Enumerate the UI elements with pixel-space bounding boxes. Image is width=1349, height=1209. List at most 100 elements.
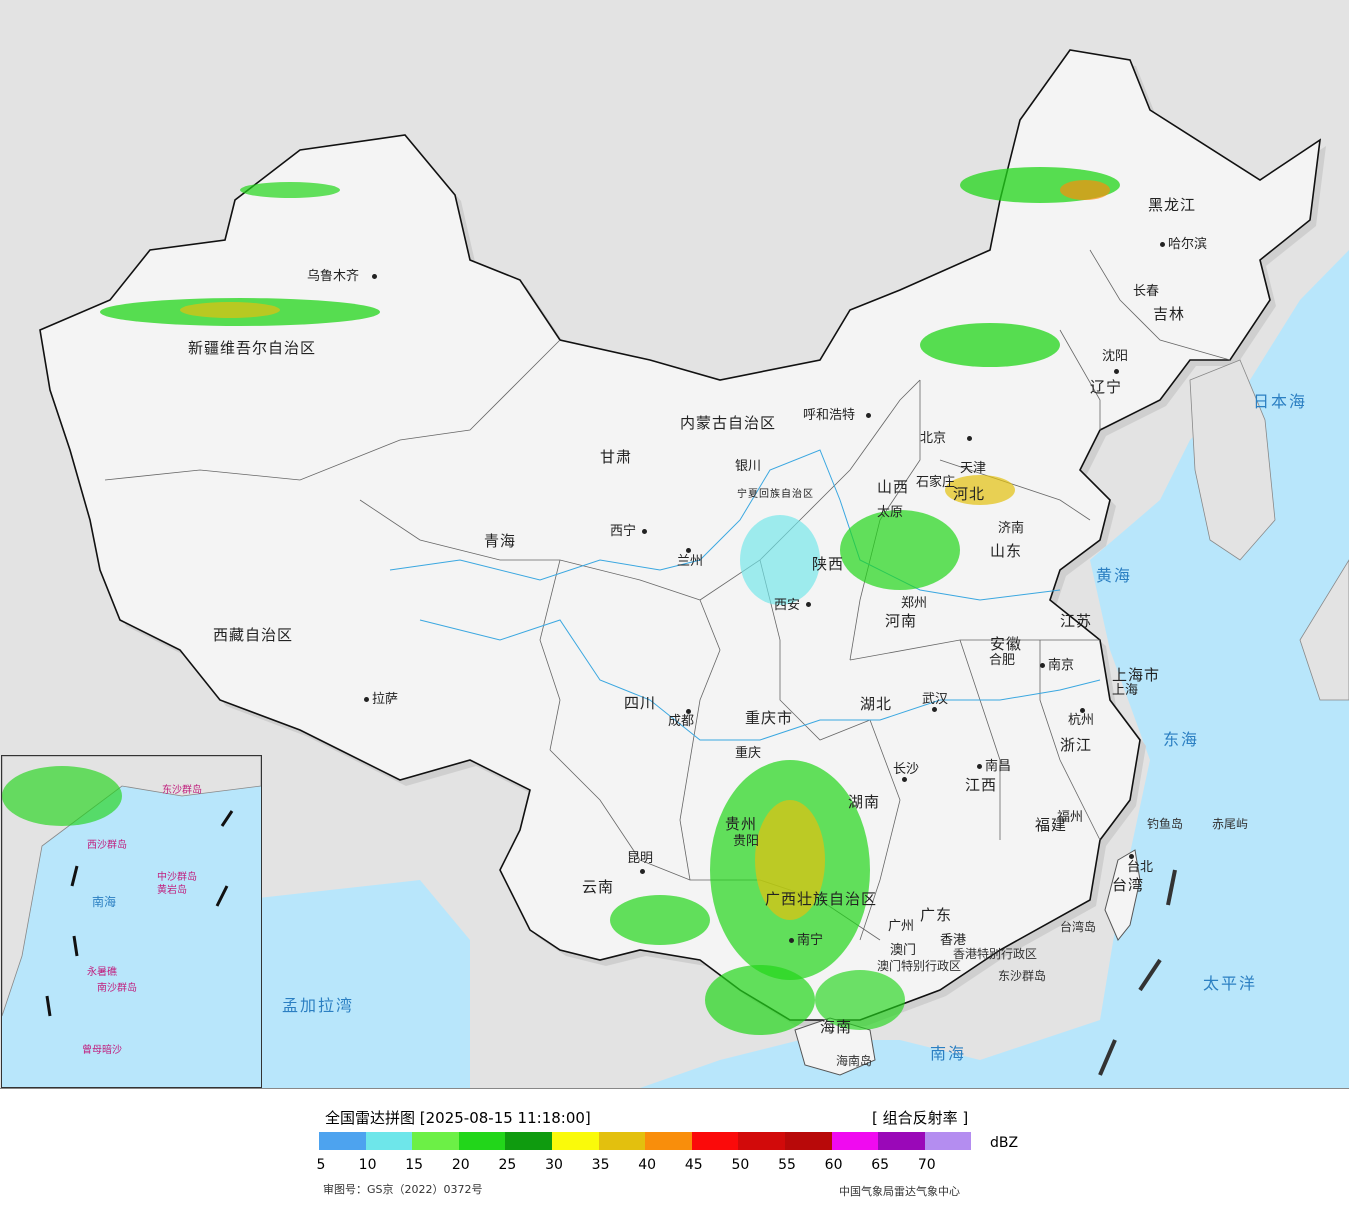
city-label: 北京: [920, 431, 947, 446]
city-label: 兰州: [677, 554, 704, 569]
province-label: 上海市: [1112, 666, 1161, 684]
city-label: 澳门: [890, 943, 917, 958]
japan-islands: [1299, 559, 1349, 701]
sea-boundary-1: [1098, 1039, 1117, 1076]
province-label: 陕西: [812, 555, 845, 573]
city-label: 西安: [774, 598, 801, 613]
city-label: 太原: [877, 505, 904, 520]
city-label: 福州: [1057, 810, 1084, 825]
city-label: 台北: [1127, 860, 1154, 875]
province-label: 湖北: [860, 695, 893, 713]
city-label: 西宁: [610, 524, 637, 539]
radar-map[interactable]: 新疆维吾尔自治区 西藏自治区 青海 甘肃 内蒙古自治区 四川 云南 黑龙江 吉林…: [0, 0, 1349, 1088]
province-label: 江西: [965, 776, 998, 794]
scale-tick-label: 5: [316, 1157, 326, 1173]
sea-bay-of-bengal: [240, 880, 470, 1088]
echo-hebei-north: [920, 323, 1060, 367]
city-label: 合肥: [989, 653, 1016, 668]
scale-tick-label: 60: [824, 1157, 843, 1173]
unit-label: dBZ: [990, 1135, 1019, 1151]
color-swatch: [691, 1132, 739, 1150]
province-label: 重庆市: [745, 709, 794, 727]
island-label: 钓鱼岛: [1147, 817, 1184, 831]
scale-tick-label: 45: [684, 1157, 703, 1173]
organization-name: 中国气象局雷达气象中心: [839, 1185, 960, 1198]
color-swatch: [458, 1132, 506, 1150]
province-label: 海南: [820, 1018, 853, 1036]
sea-label: 太平洋: [1203, 974, 1258, 993]
scale-tick-label: 25: [498, 1157, 517, 1173]
province-label: 山东: [990, 542, 1023, 560]
city-marker: [1114, 369, 1119, 374]
color-scale: [319, 1132, 972, 1150]
city-marker: [1129, 854, 1134, 859]
inset-boundary: [45, 810, 234, 1017]
island-label: 东沙群岛: [998, 969, 1047, 983]
province-label: 内蒙古自治区: [680, 414, 777, 432]
city-marker: [902, 777, 907, 782]
sea-label: 日本海: [1253, 392, 1308, 411]
scale-tick-label: 65: [871, 1157, 890, 1173]
province-label: 贵州: [725, 815, 758, 833]
city-label: 重庆: [735, 746, 762, 761]
legend-title: 全国雷达拼图 [2025-08-15 11:18:00]: [325, 1109, 591, 1127]
echo-guizhou-core: [755, 800, 825, 920]
city-label: 香港: [940, 933, 967, 948]
city-marker: [1040, 663, 1045, 668]
province-label: 辽宁: [1090, 378, 1123, 396]
province-label: 甘肃: [600, 448, 633, 466]
island-label: 台湾岛: [1060, 920, 1097, 934]
province-label: 四川: [624, 694, 657, 712]
color-swatch: [924, 1132, 972, 1150]
scale-tick-label: 10: [358, 1157, 377, 1173]
city-marker: [932, 707, 937, 712]
echo-guangxi-south: [705, 965, 815, 1035]
color-swatch: [831, 1132, 879, 1150]
province-label: 福建: [1035, 816, 1068, 834]
scale-tick-label: 15: [405, 1157, 424, 1173]
echo-gansu: [740, 515, 820, 605]
inset-label: 东沙群岛: [162, 785, 202, 796]
approval-number: 审图号：GS京（2022）0372号: [323, 1183, 483, 1196]
inset-label: 永暑礁: [87, 967, 117, 978]
scale-tick-label: 55: [778, 1157, 796, 1173]
island-label: 香港特别行政区: [953, 947, 1038, 961]
city-label: 长春: [1133, 284, 1160, 299]
inset-label: 南海: [92, 895, 117, 909]
echo-guangdong-west: [815, 970, 905, 1030]
inset-label: 中沙群岛: [157, 872, 197, 883]
color-swatch: [645, 1132, 692, 1150]
province-label: 浙江: [1060, 736, 1093, 754]
inset-label: 西沙群岛: [87, 840, 127, 851]
province-label: 安徽: [990, 635, 1023, 653]
city-label: 杭州: [1068, 713, 1095, 728]
province-label: 新疆维吾尔自治区: [188, 339, 317, 357]
radar-echoes: [100, 167, 1120, 1035]
city-label: 济南: [998, 521, 1025, 536]
city-marker: [977, 764, 982, 769]
province-label: 广西壮族自治区: [765, 890, 878, 908]
inset-canvas: [2, 756, 261, 1017]
sea-label: 南海: [930, 1044, 967, 1063]
city-marker: [967, 436, 972, 441]
sea-label: 孟加拉湾: [282, 996, 355, 1015]
city-marker: [372, 274, 377, 279]
city-label: 银川: [735, 459, 762, 474]
city-label: 郑州: [901, 596, 928, 611]
color-swatch: [878, 1132, 925, 1150]
province-label: 湖南: [848, 793, 881, 811]
city-marker: [866, 413, 871, 418]
city-label: 哈尔滨: [1168, 237, 1208, 252]
city-label: 昆明: [627, 851, 654, 866]
city-label: 南昌: [985, 759, 1012, 774]
city-label: 沈阳: [1102, 349, 1129, 364]
city-marker: [640, 869, 645, 874]
sea-boundary-2: [1138, 958, 1162, 992]
island-label: 海南岛: [836, 1054, 873, 1068]
inset-label: 曾母暗沙: [82, 1045, 122, 1056]
province-label: 黑龙江: [1148, 196, 1197, 214]
city-label: 石家庄: [916, 475, 956, 490]
inset-echo: [2, 766, 122, 826]
city-marker: [1080, 708, 1085, 713]
korea-peninsula: [1189, 359, 1276, 561]
